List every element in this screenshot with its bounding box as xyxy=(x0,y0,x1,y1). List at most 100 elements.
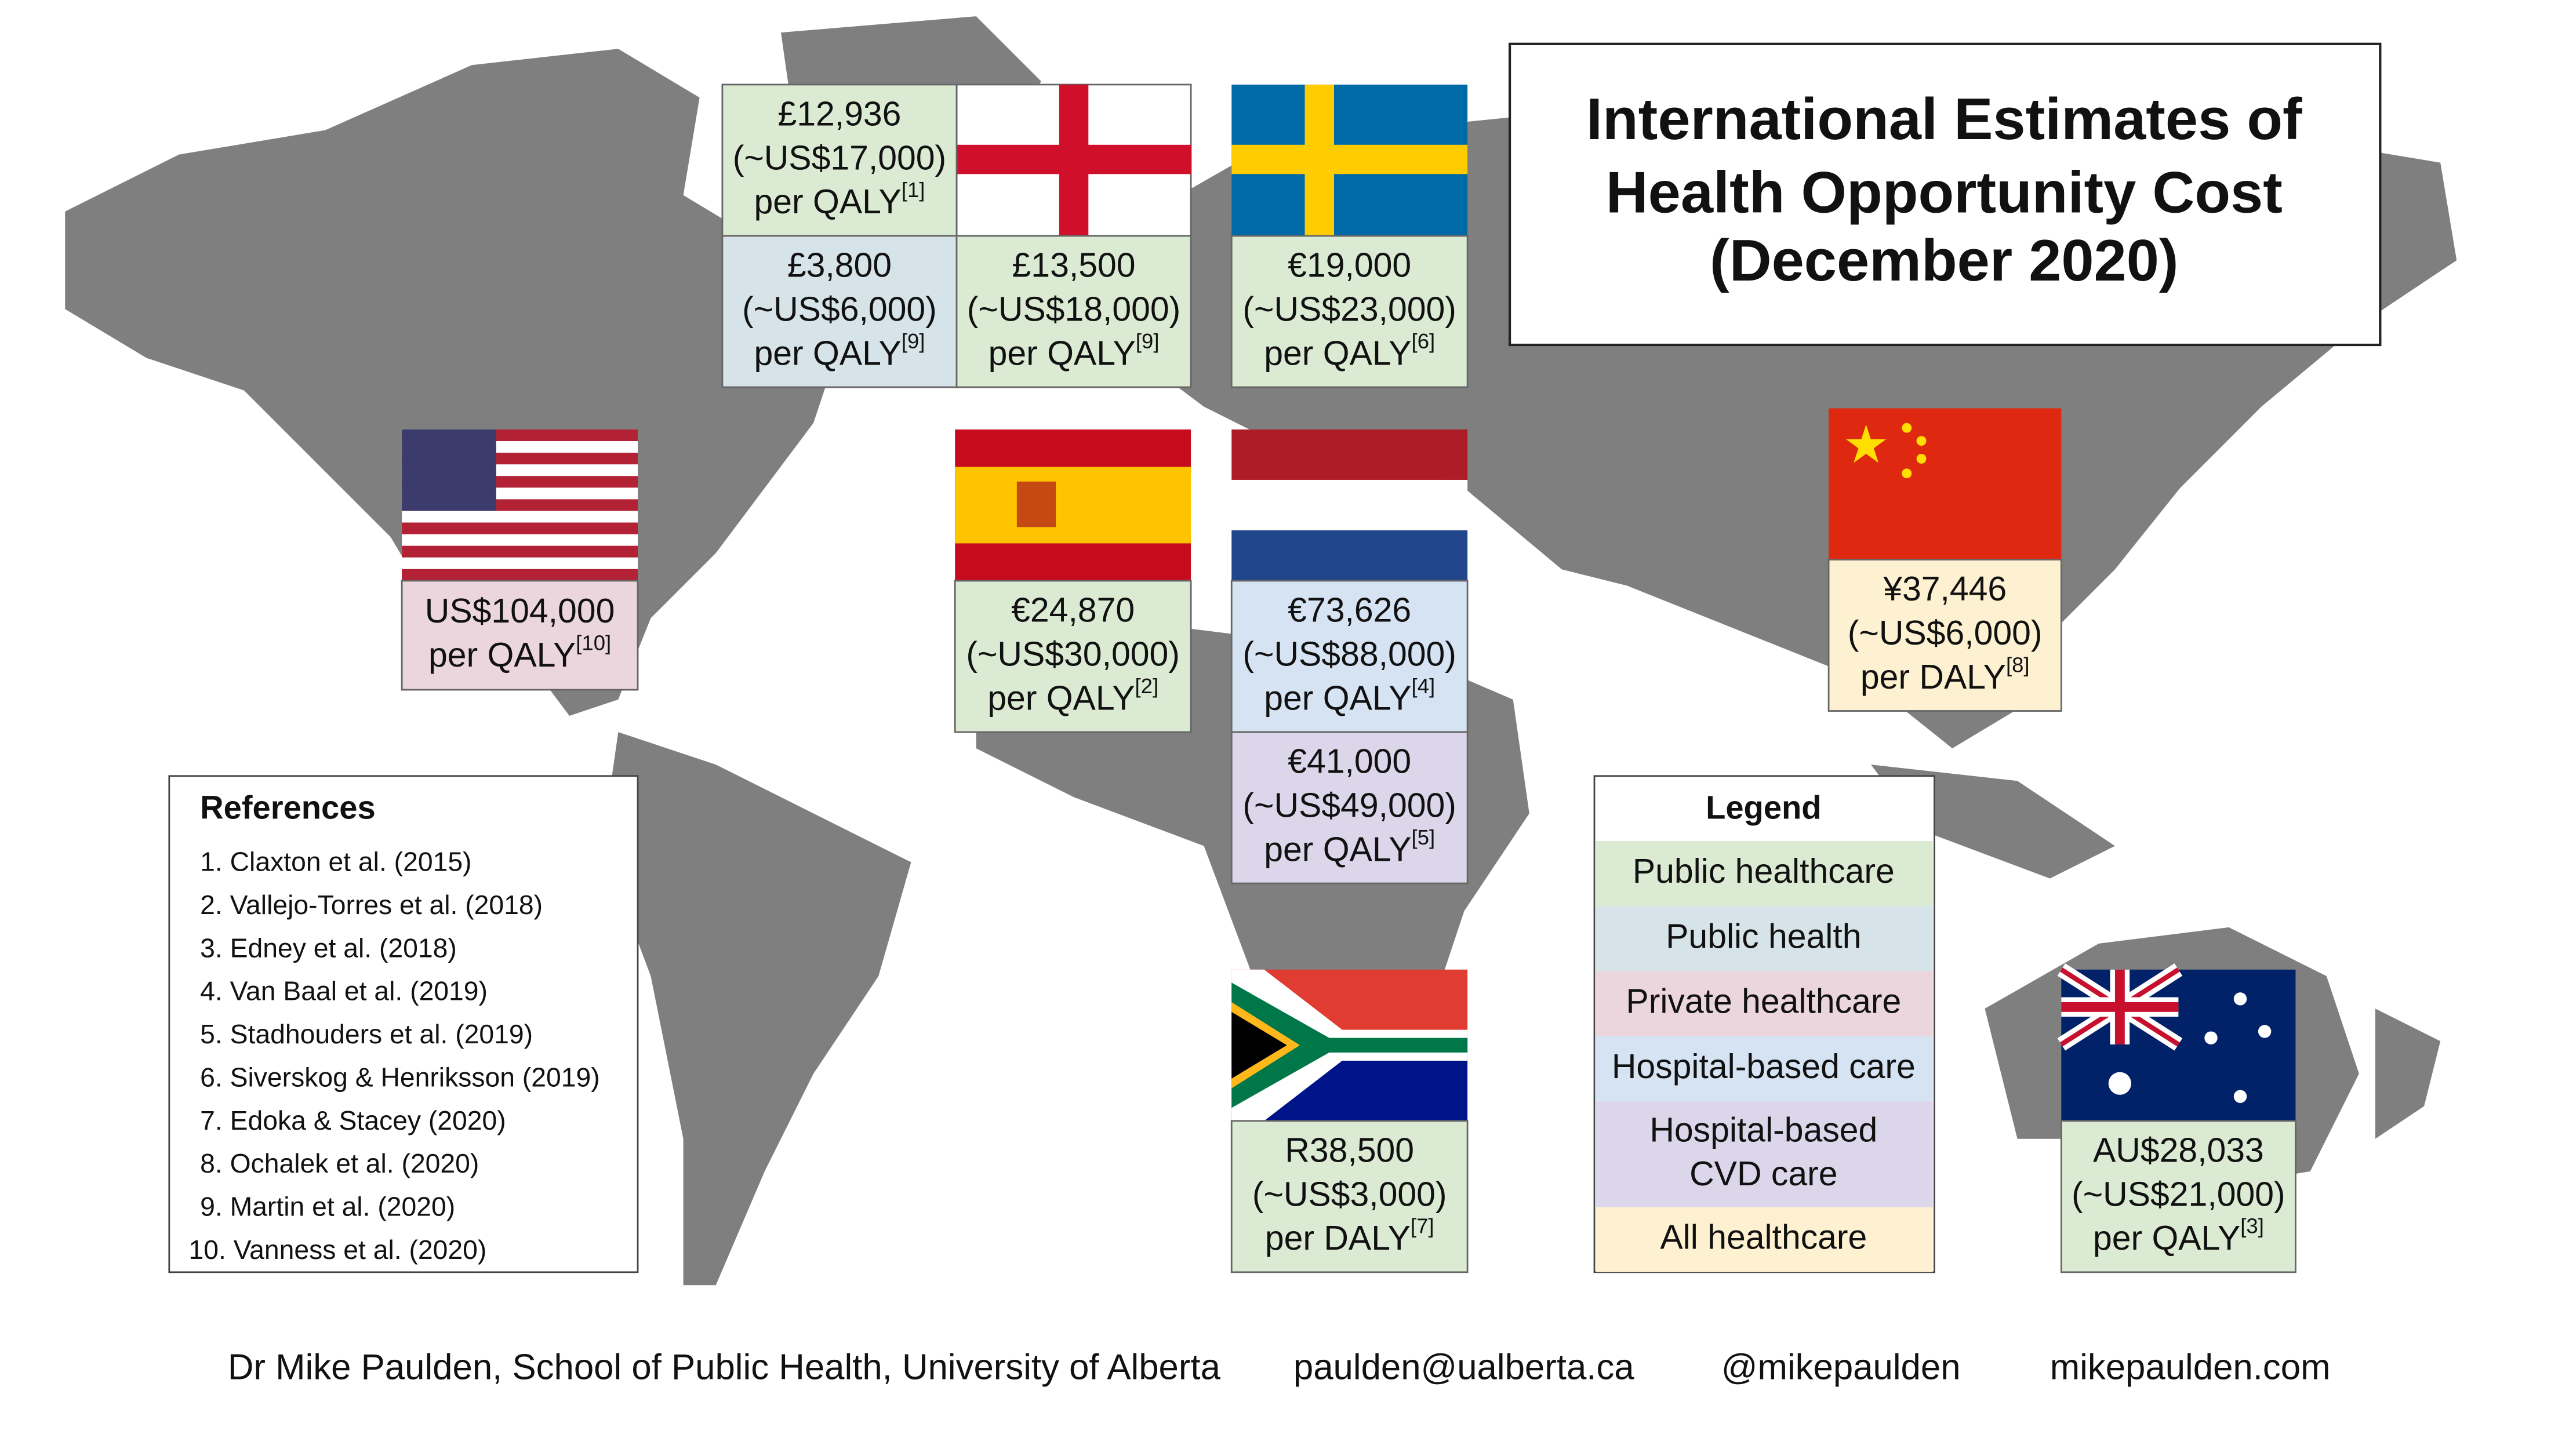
text-line: Public healthcare xyxy=(1633,853,1895,890)
box-text: (~US$18,000) xyxy=(967,290,1180,328)
text-line: (~US$3,000) xyxy=(1252,1175,1447,1213)
footer-text: Dr Mike Paulden, School of Public Health… xyxy=(228,1348,1221,1388)
legend-item xyxy=(1596,1036,1933,1102)
estimate-box xyxy=(1230,580,1469,733)
estimate-box xyxy=(721,83,958,237)
reference-superscript: [7] xyxy=(1411,1214,1434,1237)
text-line: AU$28,033 xyxy=(2093,1131,2264,1169)
text-line: (~US$18,000) xyxy=(967,290,1180,328)
text-line: Hospital-based xyxy=(1649,1111,1877,1149)
footer-text: @mikepaulden xyxy=(1721,1348,1961,1388)
reference-superscript: [9] xyxy=(1136,329,1160,352)
text-line: ¥37,446 xyxy=(1883,570,2007,608)
legend-item xyxy=(1596,971,1933,1036)
box-text: per DALY[8] xyxy=(1860,653,2030,696)
box-text: (~US$23,000) xyxy=(1242,290,1456,328)
box-text: All healthcare xyxy=(1660,1218,1867,1256)
text-line: (~US$30,000) xyxy=(966,635,1179,673)
box-text: Private healthcare xyxy=(1626,982,1901,1020)
box-text: £3,800 xyxy=(787,246,892,284)
estimate-box xyxy=(401,580,639,691)
reference-item: 9. Martin et al. (2020) xyxy=(200,1192,455,1222)
estimate-box xyxy=(1827,559,2062,712)
reference-superscript: [2] xyxy=(1135,674,1159,697)
references-title: References xyxy=(200,789,376,826)
box-text: £13,500 xyxy=(1012,246,1136,284)
text-line: All healthcare xyxy=(1660,1218,1867,1256)
text-line: €19,000 xyxy=(1288,246,1411,284)
box-text: (~US$17,000) xyxy=(733,139,946,177)
reference-superscript: [6] xyxy=(1412,329,1436,352)
box-text: €24,870 xyxy=(1011,591,1135,629)
box-text: (~US$3,000) xyxy=(1252,1175,1447,1213)
text-line: per QALY xyxy=(754,183,902,221)
text-line: Public health xyxy=(1666,918,1861,955)
legend-item xyxy=(1596,906,1933,971)
box-text: (~US$6,000) xyxy=(1848,614,2043,652)
box-text: per QALY[6] xyxy=(1264,329,1435,372)
text-line: per QALY xyxy=(1264,831,1411,868)
footer-text: mikepaulden.com xyxy=(2050,1348,2331,1388)
text-line: £12,936 xyxy=(777,95,901,133)
box-text: ¥37,446 xyxy=(1883,570,2007,608)
text-line: Private healthcare xyxy=(1626,982,1901,1020)
text-line: (~US$6,000) xyxy=(1848,614,2043,652)
reference-item: 5. Stadhouders et al. (2019) xyxy=(200,1019,533,1049)
box-text: per QALY[3] xyxy=(2093,1214,2264,1257)
reference-item: 3. Edney et al. (2018) xyxy=(200,933,457,963)
box-text: R38,500 xyxy=(1285,1131,1414,1169)
flag-sweden xyxy=(1231,84,1468,236)
text-line: CVD care xyxy=(1689,1155,1837,1193)
box-text: €41,000 xyxy=(1288,742,1411,780)
text-line: (~US$88,000) xyxy=(1242,635,1456,673)
reference-item: 6. Siverskog & Henriksson (2019) xyxy=(200,1062,600,1092)
text-line: £13,500 xyxy=(1012,246,1136,284)
box-text: Hospital-based xyxy=(1649,1111,1877,1149)
title-line: (December 2020) xyxy=(1710,228,2178,293)
flag-australia xyxy=(2057,963,2296,1121)
box-text: CVD care xyxy=(1689,1155,1837,1193)
box-text: Hospital-based care xyxy=(1612,1048,1916,1086)
text-line: per QALY xyxy=(428,636,576,674)
text-line: per QALY xyxy=(1264,679,1411,717)
reference-item: 8. Ochalek et al. (2020) xyxy=(200,1148,479,1178)
text-line: (~US$21,000) xyxy=(2072,1175,2285,1213)
estimate-box xyxy=(2060,1120,2296,1273)
text-line: per DALY xyxy=(1860,658,2006,696)
text-line: £3,800 xyxy=(787,246,892,284)
box-text: per QALY[9] xyxy=(754,329,925,372)
legend-item xyxy=(1596,1101,1933,1207)
box-text: per QALY[1] xyxy=(754,177,925,220)
box-text: Public healthcare xyxy=(1633,853,1895,890)
box-text: Public health xyxy=(1666,918,1861,955)
references-box xyxy=(168,775,639,1273)
title-box xyxy=(1508,42,2382,347)
text-line: per QALY xyxy=(754,334,902,372)
box-text: (~US$21,000) xyxy=(2072,1175,2285,1213)
box-text: per QALY[9] xyxy=(989,329,1160,372)
reference-item: 2. Vallejo-Torres et al. (2018) xyxy=(200,890,543,920)
text-line: €41,000 xyxy=(1288,742,1411,780)
reference-superscript: [3] xyxy=(2240,1214,2264,1237)
box-text: (~US$6,000) xyxy=(742,290,937,328)
footer-text: paulden@ualberta.ca xyxy=(1293,1348,1634,1388)
box-text: per QALY[4] xyxy=(1264,674,1435,716)
legend-title: Legend xyxy=(1706,789,1821,826)
reference-item: 10. Vanness et al. (2020) xyxy=(189,1235,487,1265)
estimate-box xyxy=(1230,1120,1469,1273)
box-text: per QALY[2] xyxy=(987,674,1158,716)
box-text: €19,000 xyxy=(1288,246,1411,284)
text-line: per QALY xyxy=(2093,1220,2240,1257)
box-text: (~US$30,000) xyxy=(966,635,1179,673)
box-text: per DALY[7] xyxy=(1265,1214,1434,1257)
flag-england xyxy=(955,83,1192,237)
reference-superscript: [1] xyxy=(902,177,925,201)
box-text: AU$28,033 xyxy=(2093,1131,2264,1169)
reference-item: 4. Van Baal et al. (2019) xyxy=(200,976,488,1006)
reference-item: 7. Edoka & Stacey (2020) xyxy=(200,1105,506,1135)
title-line: Health Opportunity Cost xyxy=(1606,160,2283,225)
estimate-box xyxy=(954,580,1192,733)
text-line: per DALY xyxy=(1265,1220,1411,1257)
legend-item xyxy=(1596,1207,1933,1272)
